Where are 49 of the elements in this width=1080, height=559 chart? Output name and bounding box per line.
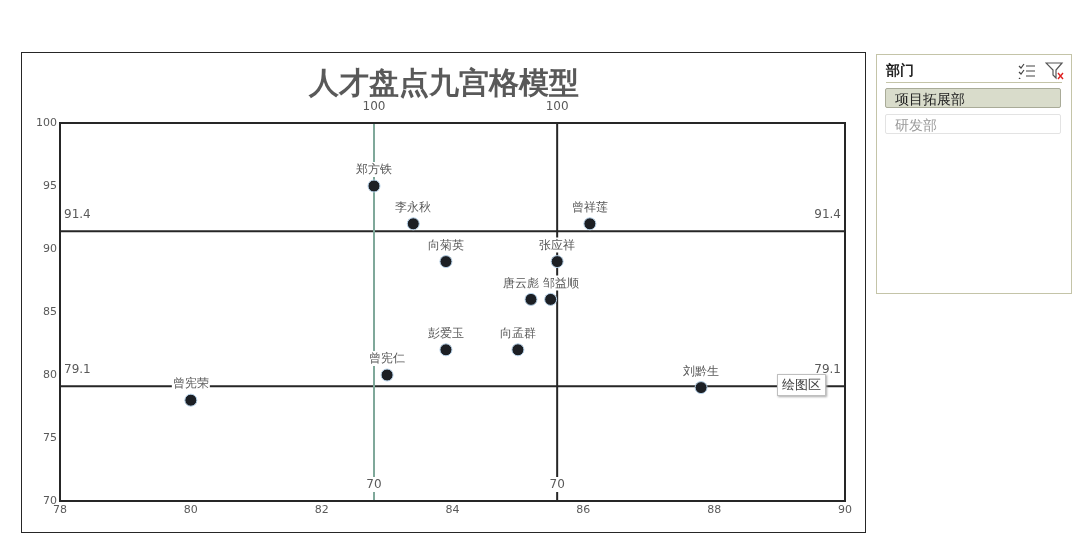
data-label: 100 (545, 99, 569, 114)
y-tick-label: 95 (43, 178, 57, 192)
y-tick-label: 80 (43, 367, 57, 381)
data-label: 张应祥 (539, 237, 576, 252)
point (544, 292, 558, 306)
point (511, 343, 525, 357)
text: 研发部 (885, 114, 1061, 134)
point (439, 343, 453, 357)
data-label: 郑方铁 (356, 162, 392, 177)
text: 项目拓展部 (885, 88, 1061, 108)
annotation: 绘图区 (782, 377, 821, 392)
data-label: 向菊英 (427, 237, 464, 252)
y-tick-label: 85 (43, 304, 57, 318)
chart-title: 人才盘点九宫格模型 (307, 64, 580, 101)
text: 部门 (886, 62, 914, 80)
data-label: 70 (366, 477, 382, 492)
data-label: 唐云彪 (502, 275, 539, 290)
x-tick-label: 90 (838, 503, 852, 517)
data-label: 91.4 (64, 207, 91, 222)
x-tick-label: 80 (183, 503, 198, 517)
data-label: 79.1 (814, 362, 841, 377)
point (367, 179, 381, 193)
y-tick-label: 75 (43, 430, 57, 444)
point (524, 292, 538, 306)
data-label: 70 (549, 477, 565, 492)
point (583, 217, 597, 231)
x-tick-label: 84 (445, 503, 460, 517)
y-tick-label: 90 (43, 241, 57, 255)
point (380, 368, 394, 382)
x-tick-label: 88 (707, 503, 722, 517)
point (406, 217, 420, 231)
data-label: 曾祥莲 (571, 199, 608, 214)
data-label: 91.4 (814, 207, 841, 222)
point (550, 255, 564, 269)
x-tick-label: 86 (576, 503, 591, 517)
point (694, 381, 708, 395)
data-label: 100 (362, 99, 386, 114)
point (184, 393, 198, 407)
data-label: 刘黔生 (683, 363, 720, 378)
data-label: 79.1 (64, 362, 91, 377)
point (439, 255, 453, 269)
data-label: 李永秋 (395, 199, 432, 214)
data-label: 曾宪仁 (369, 351, 406, 366)
data-label: 邹益顺 (542, 275, 579, 290)
y-tick-label: 100 (36, 115, 57, 129)
x-tick-label: 82 (314, 503, 329, 517)
data-label: 曾宪荣 (172, 376, 209, 391)
data-label: 向孟群 (499, 325, 536, 340)
data-label: 彭爱玉 (427, 325, 464, 340)
